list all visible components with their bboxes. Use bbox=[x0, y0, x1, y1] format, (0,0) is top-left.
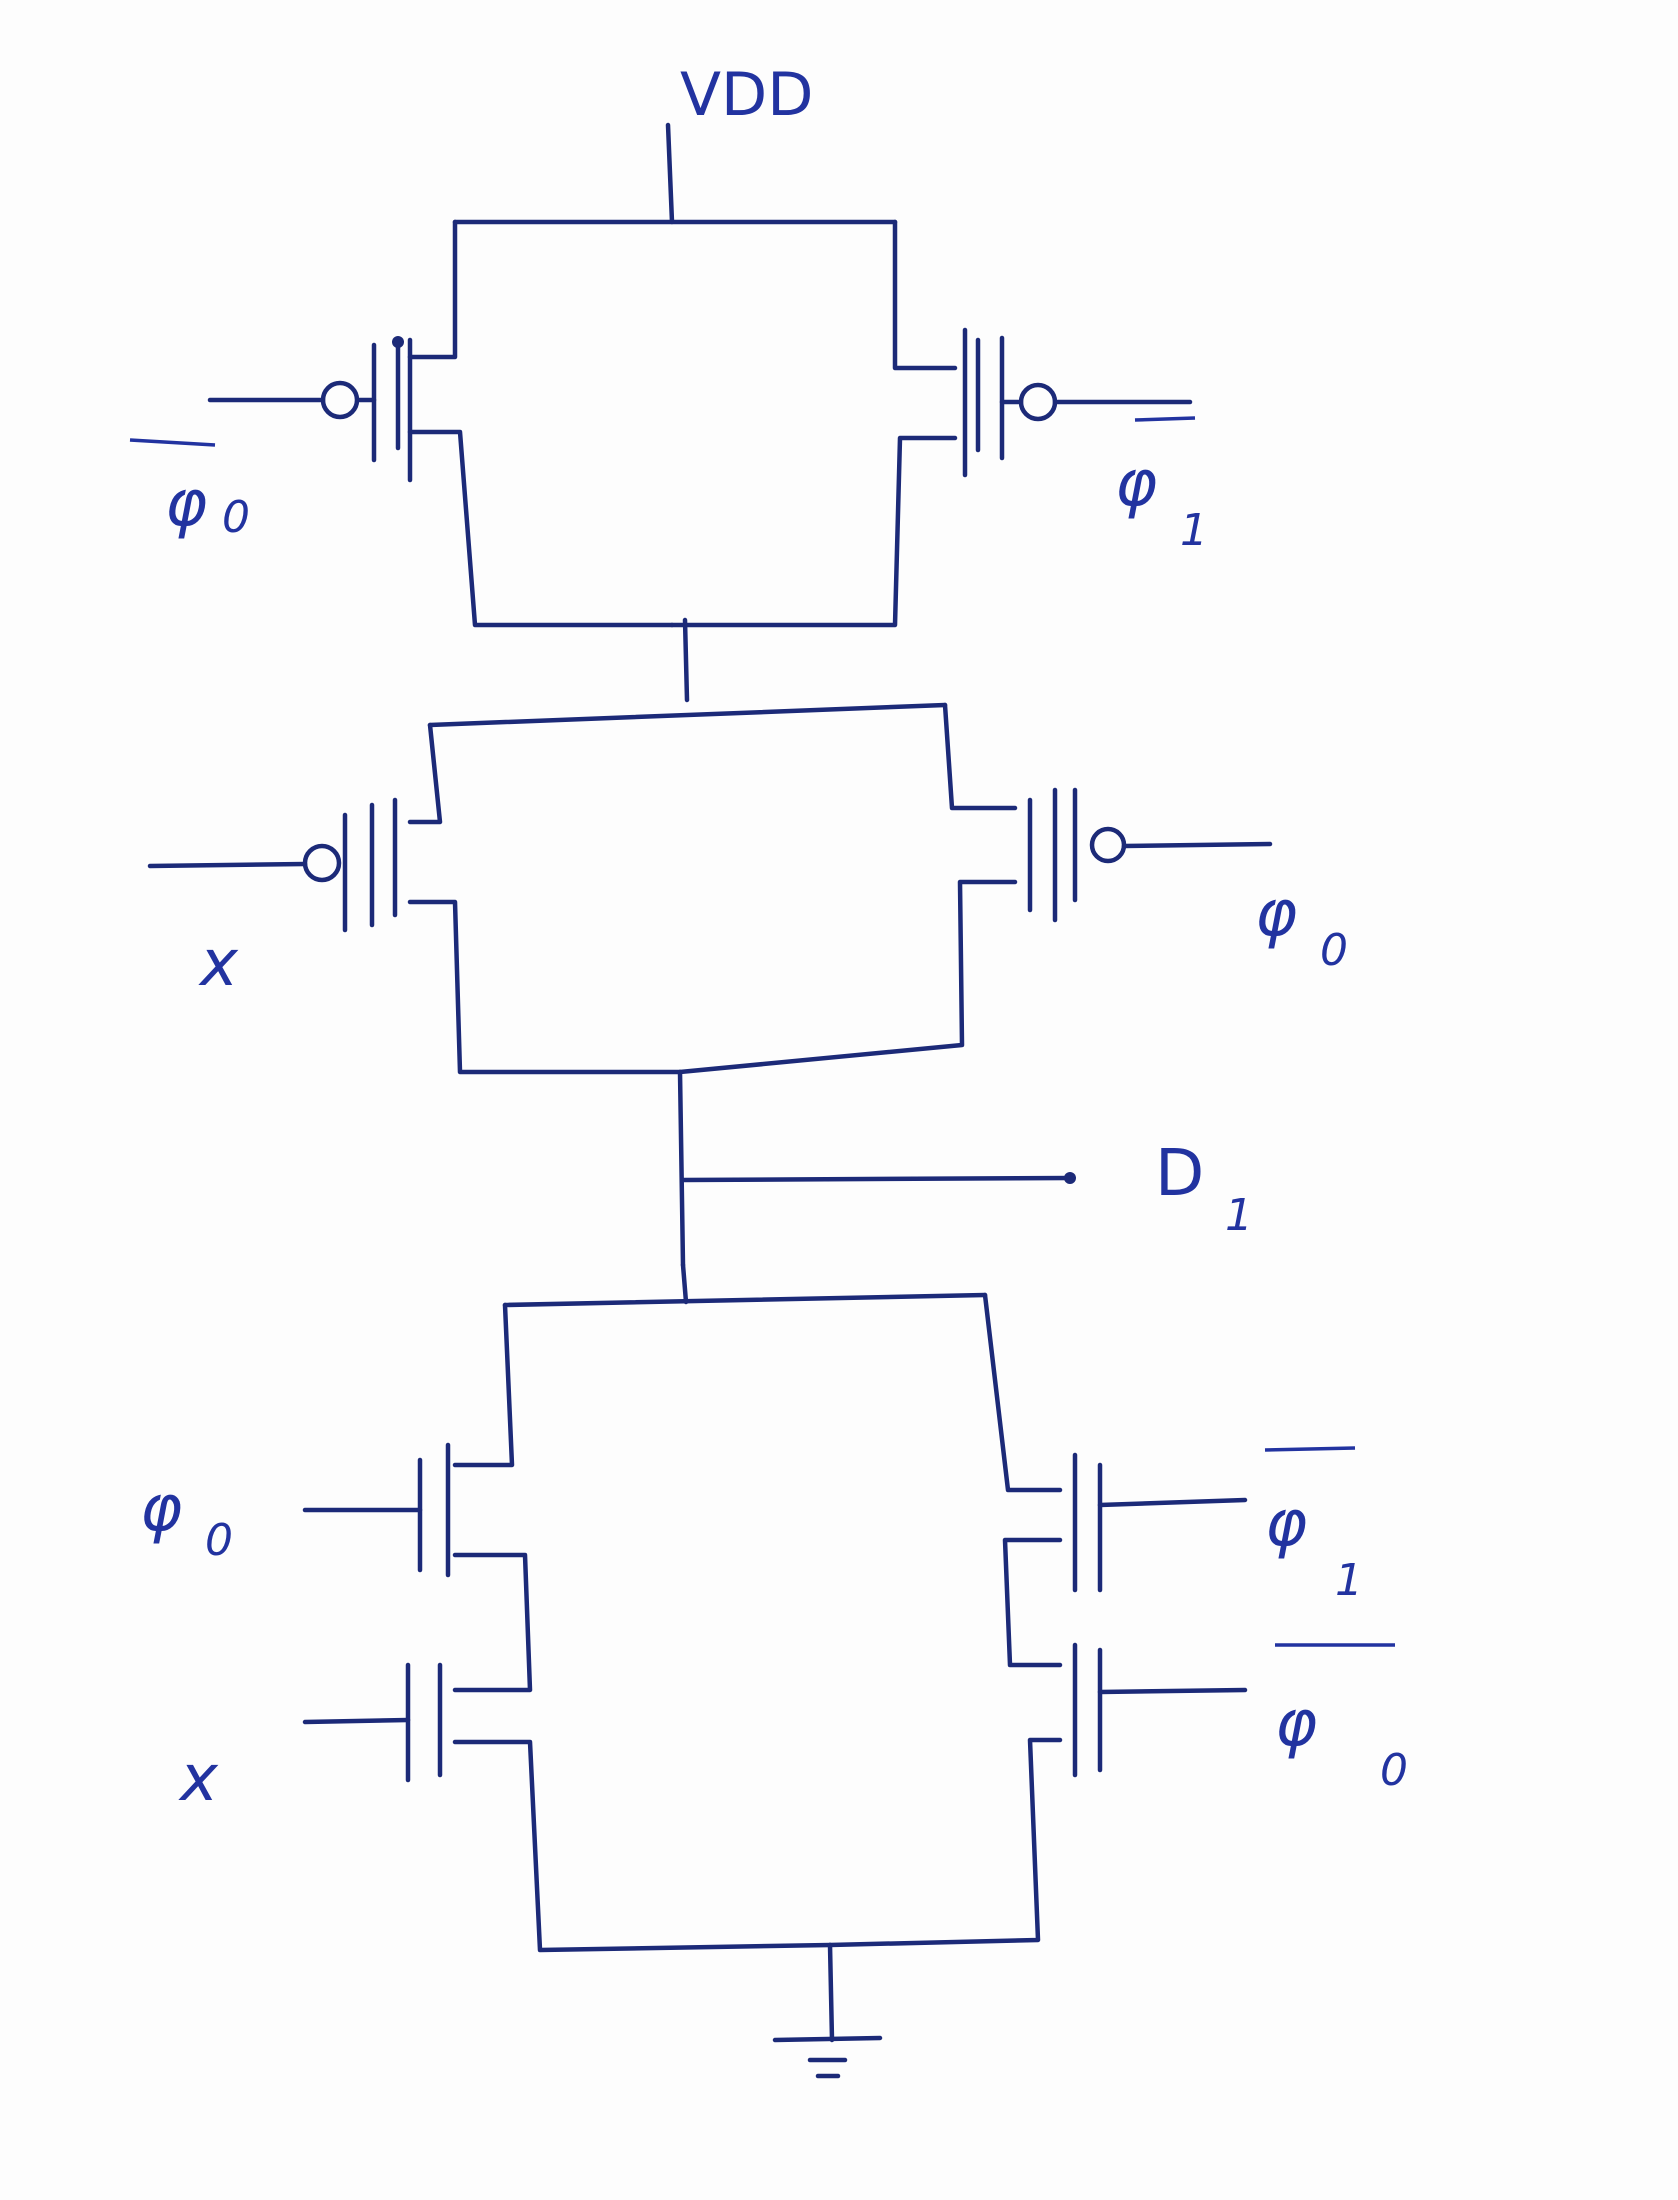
svg-text:φ: φ bbox=[165, 467, 207, 541]
svg-text:VDD: VDD bbox=[680, 60, 813, 130]
label-phi0-middle-right: φ 0 bbox=[1255, 877, 1348, 976]
svg-text:x: x bbox=[178, 1742, 219, 1816]
label-x-middle-left: x bbox=[198, 927, 239, 1001]
svg-text:1: 1 bbox=[1335, 1555, 1363, 1606]
pmos-phi0-transistor bbox=[1027, 787, 1273, 923]
svg-text:0: 0 bbox=[222, 492, 250, 543]
svg-text:1: 1 bbox=[1225, 1190, 1253, 1241]
label-phi0-bar-top-left: φ 0 bbox=[129, 438, 250, 543]
pulldown-network bbox=[452, 1262, 1063, 2043]
svg-text:0: 0 bbox=[1380, 1745, 1408, 1796]
nmos-x-transistor bbox=[302, 1662, 443, 1783]
svg-text:φ: φ bbox=[140, 1472, 182, 1546]
vdd-label: VDD bbox=[680, 60, 813, 130]
pmos-phi0bar-transistor bbox=[207, 336, 413, 483]
nmos-phi0-transistor bbox=[302, 1442, 451, 1578]
label-phi1-bar-bottom-right: φ 1 bbox=[1264, 1446, 1363, 1606]
label-phi0-bar-bottom-right: φ 0 bbox=[1275, 1643, 1408, 1796]
output-node bbox=[680, 1172, 1076, 1184]
svg-text:φ: φ bbox=[1255, 877, 1297, 951]
nmos-phi0bar-transistor bbox=[1072, 1642, 1248, 1778]
ground-symbol bbox=[772, 2035, 883, 2079]
pmos-x-transistor bbox=[147, 797, 398, 933]
svg-text:0: 0 bbox=[1320, 925, 1348, 976]
label-phi1-bar-top-right: φ 1 bbox=[1115, 416, 1208, 556]
pullup-block-1 bbox=[407, 219, 958, 703]
svg-text:φ: φ bbox=[1265, 1487, 1307, 1561]
svg-text:φ: φ bbox=[1275, 1687, 1317, 1761]
svg-text:1: 1 bbox=[1180, 505, 1208, 556]
pmos-phi1bar-transistor bbox=[962, 327, 1193, 478]
label-d1-output: D 1 bbox=[1155, 1137, 1253, 1241]
svg-text:φ: φ bbox=[1115, 447, 1157, 521]
svg-text:0: 0 bbox=[205, 1515, 233, 1566]
nmos-phi1bar-transistor bbox=[1072, 1452, 1248, 1593]
label-phi0-bottom-left: φ 0 bbox=[140, 1472, 233, 1566]
label-x-bottom-left: x bbox=[178, 1742, 219, 1816]
svg-text:x: x bbox=[198, 927, 239, 1001]
svg-text:D: D bbox=[1155, 1137, 1204, 1211]
pullup-block-2 bbox=[407, 702, 1018, 1268]
vdd-wire bbox=[665, 122, 675, 225]
